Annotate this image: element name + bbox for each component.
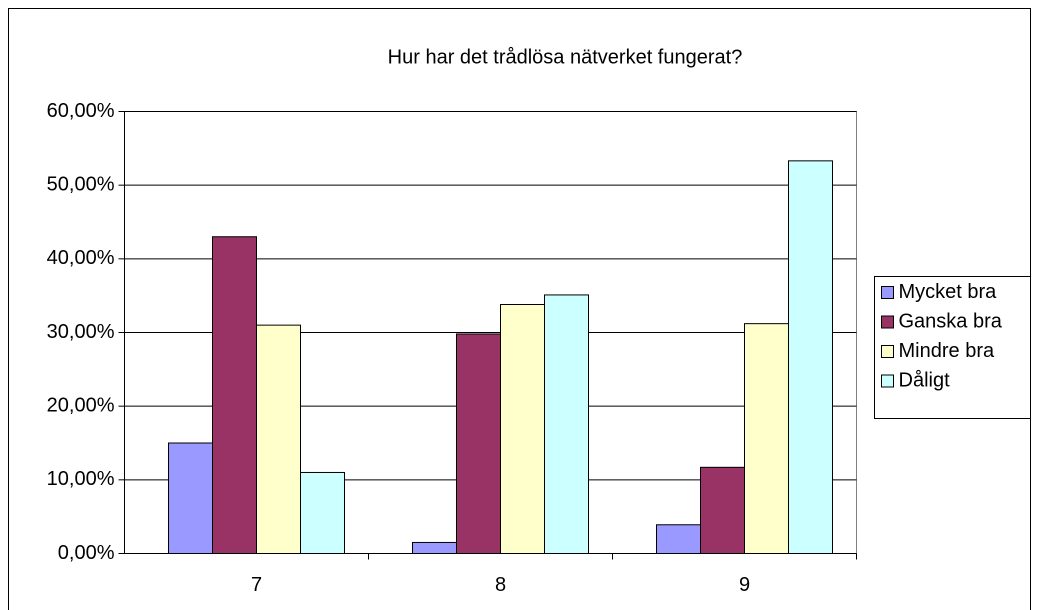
x-tick-label: 8 bbox=[495, 574, 506, 596]
bar bbox=[256, 324, 301, 554]
bar bbox=[300, 471, 345, 555]
y-tick-label: 60,00% bbox=[47, 100, 115, 122]
x-tick-label: 7 bbox=[251, 574, 262, 596]
legend-box bbox=[874, 276, 1031, 419]
legend-swatch bbox=[881, 374, 894, 388]
bar bbox=[500, 304, 545, 554]
y-tick-label: 10,00% bbox=[47, 468, 115, 490]
legend-swatch bbox=[881, 286, 894, 299]
x-tick-label: 9 bbox=[739, 574, 750, 596]
y-tick-label: 50,00% bbox=[47, 173, 115, 195]
y-tick-label: 40,00% bbox=[47, 247, 115, 269]
y-tick-label: 30,00% bbox=[47, 321, 115, 343]
bar bbox=[412, 541, 457, 555]
bar bbox=[656, 524, 701, 555]
legend-label: Mindre bra bbox=[899, 340, 995, 362]
legend-label: Dåligt bbox=[899, 369, 951, 391]
y-tick-label: 0,00% bbox=[58, 542, 115, 564]
bar bbox=[544, 294, 589, 554]
bar bbox=[456, 333, 501, 554]
legend-swatch bbox=[881, 315, 894, 329]
bar bbox=[788, 160, 833, 555]
chart-title: Hur har det trådlösa nätverket fungerat? bbox=[388, 46, 743, 68]
legend-label: Mycket bra bbox=[899, 281, 998, 303]
bar bbox=[700, 466, 745, 554]
legend-label: Ganska bra bbox=[899, 310, 1003, 332]
bar bbox=[212, 236, 257, 554]
bar bbox=[744, 323, 789, 554]
bar bbox=[168, 442, 213, 554]
y-tick-label: 20,00% bbox=[47, 394, 115, 416]
legend-swatch bbox=[881, 345, 894, 358]
